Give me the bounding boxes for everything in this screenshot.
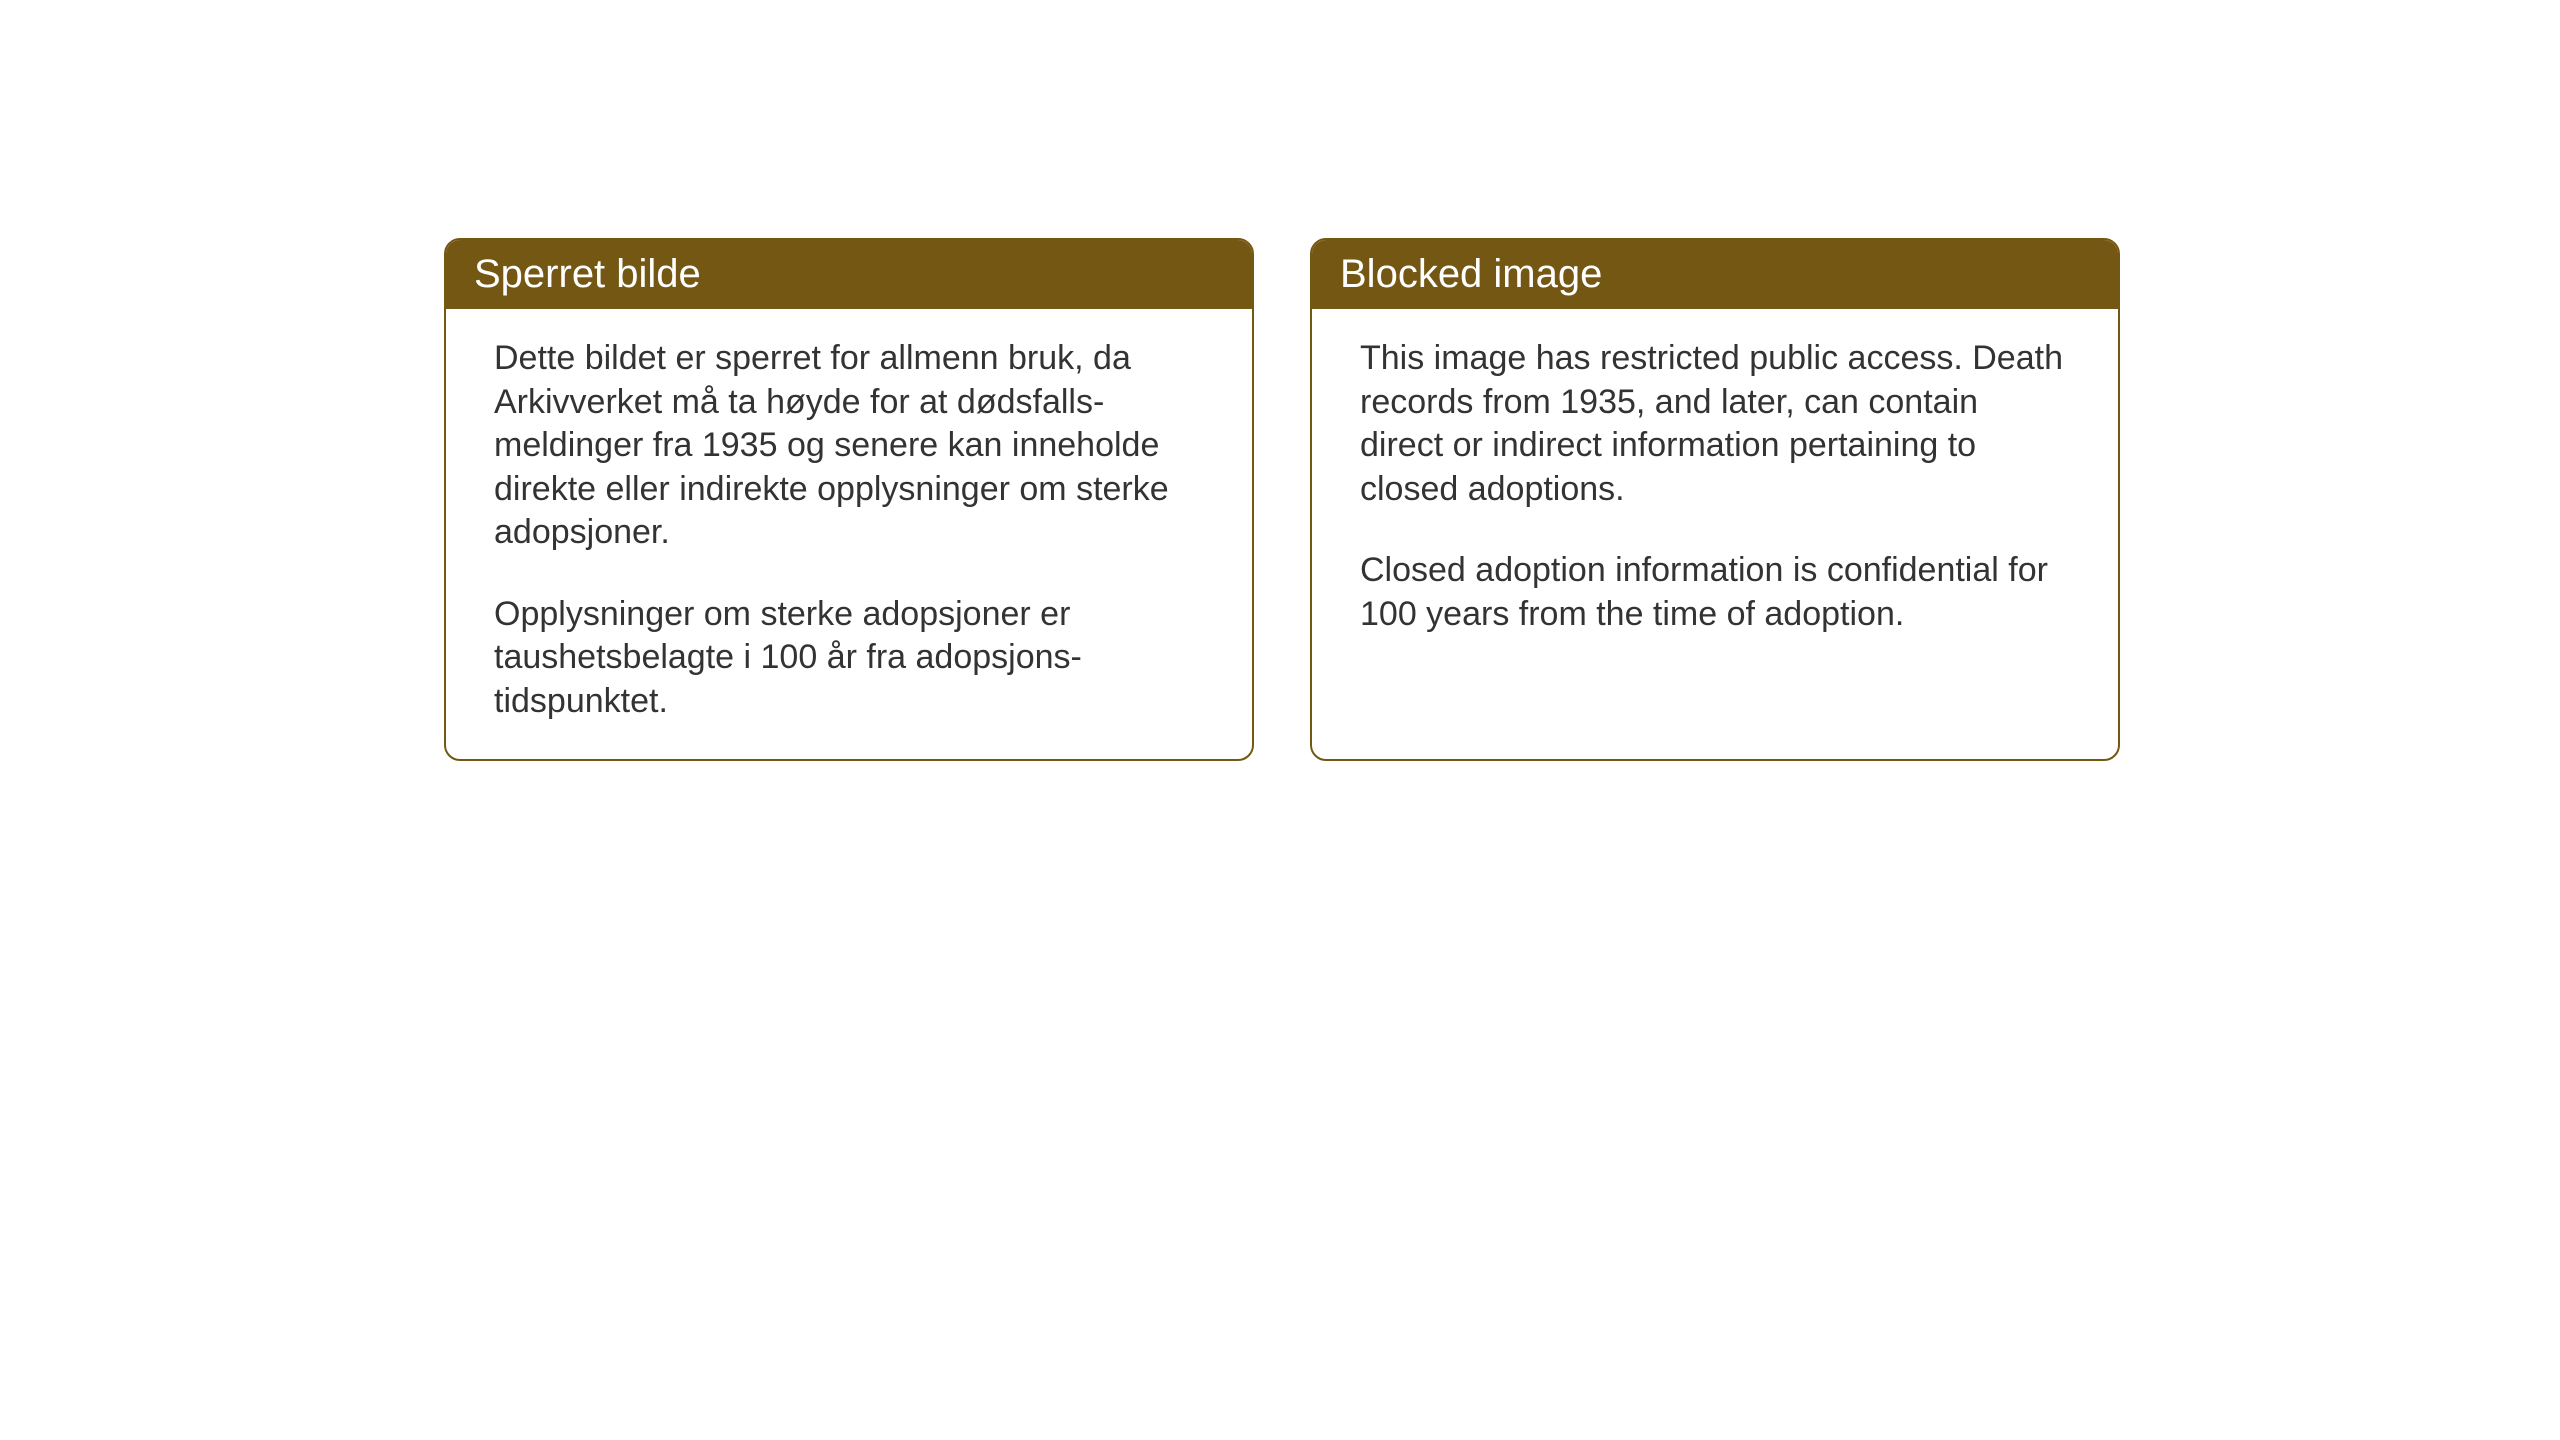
norwegian-paragraph-2: Opplysninger om sterke adopsjoner er tau… [494, 593, 1204, 724]
cards-container: Sperret bilde Dette bildet er sperret fo… [444, 238, 2120, 761]
english-paragraph-1: This image has restricted public access.… [1360, 337, 2070, 511]
english-paragraph-2: Closed adoption information is confident… [1360, 549, 2070, 636]
norwegian-card: Sperret bilde Dette bildet er sperret fo… [444, 238, 1254, 761]
english-card-body: This image has restricted public access.… [1312, 309, 2118, 672]
norwegian-card-body: Dette bildet er sperret for allmenn bruk… [446, 309, 1252, 759]
english-card-header: Blocked image [1312, 240, 2118, 309]
norwegian-card-header: Sperret bilde [446, 240, 1252, 309]
english-card: Blocked image This image has restricted … [1310, 238, 2120, 761]
norwegian-paragraph-1: Dette bildet er sperret for allmenn bruk… [494, 337, 1204, 555]
